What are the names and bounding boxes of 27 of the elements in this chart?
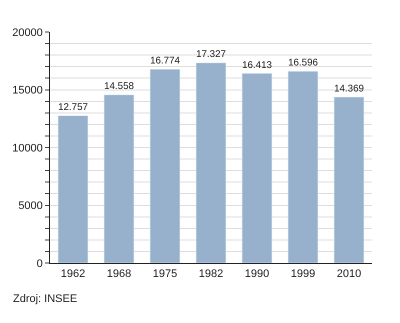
- y-tick-label: 5000: [18, 200, 43, 212]
- x-tick-label: 1962: [60, 268, 86, 280]
- y-tick-label: 20000: [12, 26, 43, 39]
- data-label: 16.596: [288, 58, 318, 69]
- bar: [242, 73, 272, 263]
- y-tick-label: 0: [36, 258, 43, 270]
- bar: [104, 94, 134, 263]
- bar: [334, 96, 364, 263]
- x-tick-label: 1975: [152, 268, 178, 280]
- x-tick-label: 1990: [244, 268, 270, 280]
- data-label: 17.327: [196, 49, 226, 60]
- x-tick-label: 2010: [336, 268, 362, 280]
- data-label: 16.774: [150, 56, 180, 67]
- text: Zdroj: INSEE: [13, 293, 78, 305]
- data-label: 14.369: [334, 83, 364, 94]
- data-label: 12.757: [58, 102, 88, 113]
- data-label: 14.558: [104, 81, 134, 92]
- bar: [150, 69, 180, 263]
- x-tick-label: 1982: [198, 268, 224, 280]
- bar: [288, 71, 318, 263]
- bar: [196, 62, 226, 263]
- y-tick-label: 10000: [12, 142, 43, 154]
- y-tick-label: 15000: [12, 84, 43, 97]
- x-tick-label: 1968: [106, 268, 132, 280]
- x-tick-label: 1999: [290, 268, 316, 280]
- data-label: 16.413: [242, 60, 272, 71]
- bar: [58, 115, 88, 263]
